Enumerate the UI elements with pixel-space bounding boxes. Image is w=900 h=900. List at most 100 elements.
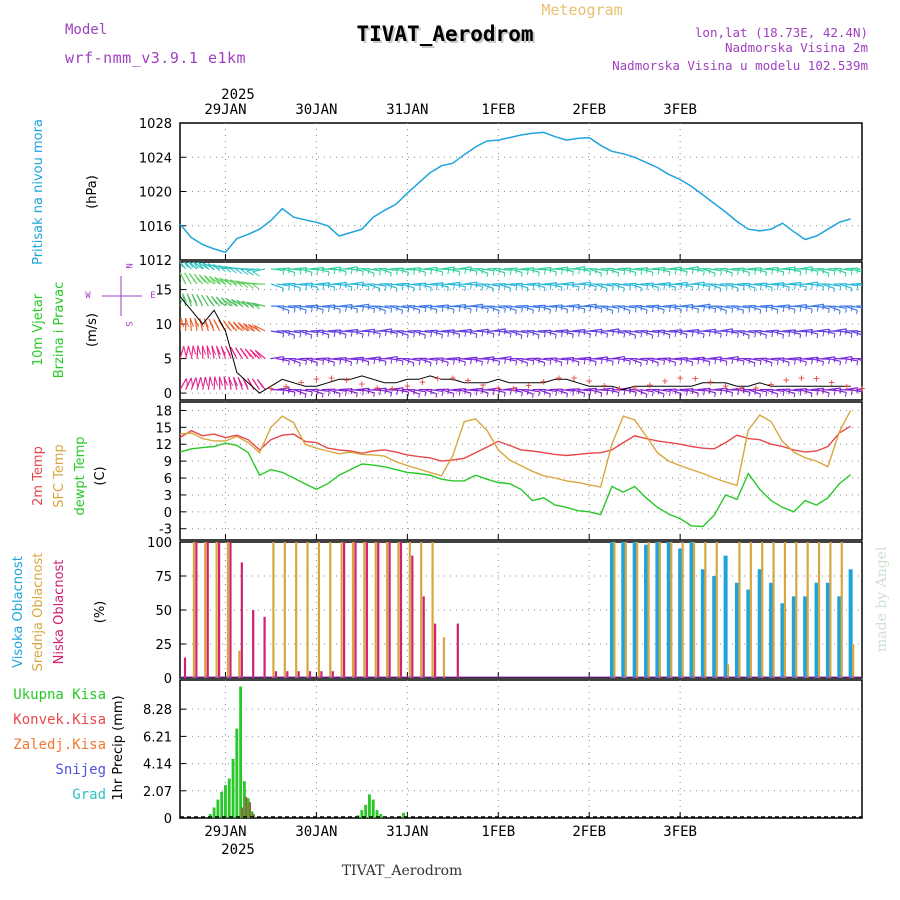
wind-barb	[344, 328, 358, 332]
wind-barb-flag	[299, 270, 302, 275]
wind-barb	[748, 305, 761, 311]
precip-bar-total	[368, 794, 371, 818]
wind-barb-flag	[606, 270, 609, 276]
wind-barb-flag	[214, 376, 219, 386]
wind-barb	[827, 283, 841, 287]
wind-barb	[486, 387, 500, 391]
wind-barb-flag	[765, 272, 768, 277]
model-name: wrf-nmm_v3.9.1 e1km	[65, 49, 246, 67]
wind-barb	[674, 389, 688, 392]
wind-barb-flag	[173, 258, 178, 266]
wind-barb	[736, 389, 750, 393]
wind-barb-flag	[452, 393, 455, 398]
wind-barb-flag	[874, 310, 875, 314]
wind-barb-flag	[686, 306, 688, 312]
wind-barb	[224, 278, 238, 285]
wind-barb-flag	[310, 334, 313, 339]
wind-barb-flag	[549, 360, 552, 365]
precip-bar-total	[231, 758, 235, 818]
wind-barb-flag	[345, 391, 347, 396]
wind-barb-flag	[498, 286, 501, 291]
wind-barb-flag	[248, 323, 256, 332]
wind-barb	[390, 305, 403, 311]
wind-barb	[645, 330, 660, 334]
precip-bar-total	[402, 812, 405, 818]
wind-barb	[441, 358, 455, 361]
y-tick-label: 0	[164, 672, 172, 687]
wind-barb	[697, 303, 711, 307]
wind-barb	[674, 330, 688, 335]
wind-barb-flag	[549, 309, 552, 314]
bottom-date-label: 1FEB	[481, 824, 515, 840]
wind-barb	[782, 329, 796, 332]
wind-barb	[583, 283, 597, 288]
wind-barb	[628, 330, 642, 334]
wind-barb	[691, 330, 705, 335]
wind-marker: +	[616, 382, 623, 395]
precip-legend-hail: Grad	[72, 787, 106, 803]
wind-barb-flag	[822, 331, 825, 337]
wind-barb	[373, 358, 387, 362]
wind-barb	[356, 303, 370, 307]
wind-barb-flag	[713, 273, 716, 277]
wind-barb-flag	[237, 322, 245, 331]
wind-barb	[651, 266, 665, 270]
wind-barb-flag	[401, 310, 404, 315]
precip-bar-total	[371, 799, 375, 818]
wind-barb-flag	[595, 331, 597, 337]
wind-barb	[606, 389, 620, 394]
wind-barb-flag	[396, 333, 398, 338]
wind-barb-flag	[458, 271, 461, 276]
wind-barb	[447, 389, 461, 392]
wind-barb-flag	[469, 308, 472, 314]
wind-barb-flag	[197, 345, 202, 355]
wind-barb-flag	[572, 391, 575, 396]
wind-barb-flag	[776, 285, 779, 290]
wind-barb-flag	[753, 362, 756, 367]
wind-speed-line	[180, 296, 851, 394]
wind-barb-flag	[532, 309, 534, 314]
temp-ylabel-dewpt: dewpt Temp	[73, 436, 88, 515]
wind-barb-flag	[384, 286, 387, 291]
pressure-ylabel: Pritisak na nivou mora	[31, 119, 46, 265]
wind-barb	[373, 305, 386, 312]
wind-barb	[327, 358, 341, 361]
wind-barb	[429, 268, 443, 273]
footer-title: TIVAT_Aerodrom	[342, 863, 463, 879]
y-tick-label: 1024	[139, 151, 172, 166]
wind-barb-flag	[731, 392, 734, 397]
wind-barb	[589, 328, 603, 332]
wind-barb	[549, 283, 563, 288]
wind-barb	[822, 356, 836, 360]
wind-barb	[776, 330, 790, 333]
wind-barb-flag	[228, 376, 233, 386]
wind-marker: +	[434, 372, 441, 385]
wind-barb	[594, 330, 608, 335]
wind-barb-flag	[662, 393, 665, 398]
wind-barb-flag	[776, 309, 779, 314]
wind-barb-flag	[447, 287, 449, 292]
wind-barb-flag	[316, 332, 319, 338]
wind-barb	[833, 268, 847, 274]
wind-barb-flag	[697, 393, 699, 398]
wind-barb-flag	[208, 318, 214, 328]
wind-barb-flag	[215, 296, 223, 306]
wind-barb-flag	[338, 393, 341, 398]
wind-barb	[412, 268, 426, 273]
wind-barb-flag	[287, 310, 290, 315]
wind-barb-flag	[856, 285, 859, 291]
wind-barb	[537, 389, 551, 395]
wind-barb-flag	[742, 360, 745, 366]
wind-barb-flag	[874, 268, 875, 273]
wind-barb-flag	[753, 287, 756, 292]
wind-barb-flag	[874, 285, 875, 290]
wind-barb	[185, 377, 192, 390]
wind-barb	[515, 268, 529, 271]
wind-barb-flag	[350, 361, 353, 367]
wind-barb-flag	[560, 332, 563, 337]
wind-barb-flag	[288, 360, 290, 366]
wind-barb-flag	[856, 360, 859, 366]
wind-barb	[753, 389, 767, 393]
wind-barb-flag	[305, 360, 307, 366]
wind-barb-flag	[640, 362, 642, 367]
